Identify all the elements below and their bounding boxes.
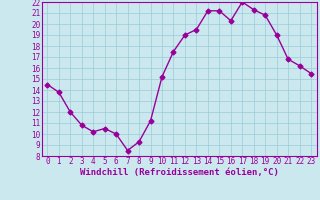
X-axis label: Windchill (Refroidissement éolien,°C): Windchill (Refroidissement éolien,°C) (80, 168, 279, 177)
